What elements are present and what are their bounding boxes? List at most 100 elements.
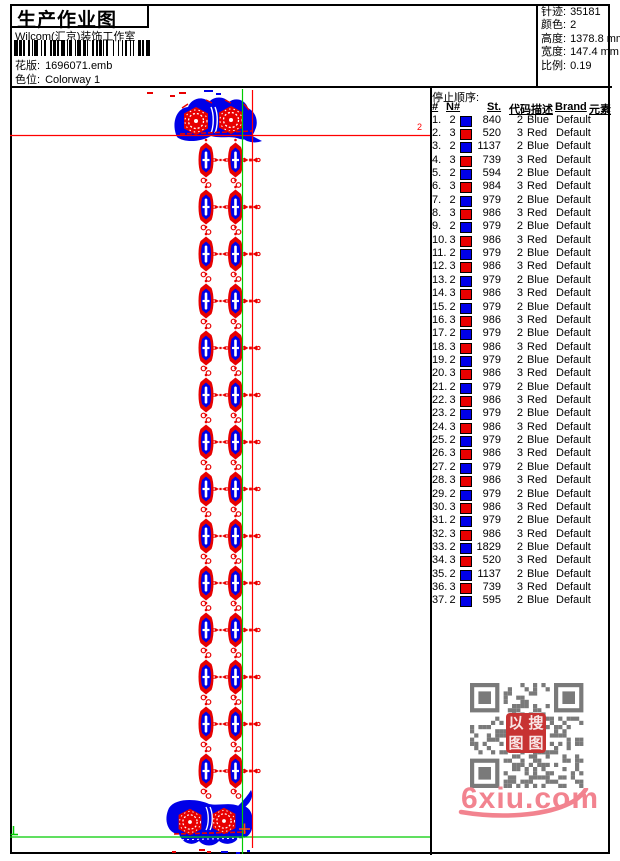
table-cell: 979 <box>482 327 501 340</box>
table-cell: Default <box>556 487 591 500</box>
table-cell: Default <box>556 126 591 139</box>
table-cell: 986 <box>482 447 501 460</box>
table-row: 34. 3 520 3 Red Default <box>432 554 611 568</box>
table-cell: 3 <box>449 420 456 433</box>
qr-center-stamp: 以 搜 图 图 <box>506 713 546 753</box>
table-cell: Red <box>527 554 548 567</box>
table-cell: 3 <box>449 500 456 513</box>
thread-color-swatch <box>460 194 473 211</box>
table-cell: Red <box>527 180 548 193</box>
table-cell: 2 <box>516 567 523 580</box>
table-cell: Blue <box>527 247 550 260</box>
table-cell: 2 <box>449 541 456 553</box>
table-row: 5. 2 594 2 Blue Default <box>432 167 611 180</box>
table-row: 9. 2 979 2 Blue Default <box>432 220 611 234</box>
table-cell: Blue <box>527 514 550 527</box>
table-cell: 1829 <box>476 541 501 553</box>
table-cell: 16. <box>432 313 448 326</box>
stat-width: 宽度: 147.4 mm <box>541 46 619 59</box>
table-cell: 986 <box>482 233 501 246</box>
table-cell: 1137 <box>477 140 501 153</box>
colorway-value: Colorway 1 <box>45 74 101 86</box>
table-row: 21. 2 979 2 Blue Default <box>432 381 611 394</box>
table-cell: 3 <box>449 313 456 326</box>
table-cell: Default <box>556 380 591 393</box>
table-cell: 13. <box>432 273 448 286</box>
table-cell: Default <box>556 581 591 594</box>
table-cell: 12. <box>432 260 448 273</box>
stat-scale: 比例: 0.19 <box>541 59 592 72</box>
thread-color-swatch <box>460 367 473 384</box>
thread-color-swatch <box>460 341 473 358</box>
table-cell: Default <box>556 500 591 513</box>
table-cell: Default <box>556 140 591 153</box>
table-cell: 2 <box>516 140 523 153</box>
table-cell: 3 <box>516 126 523 139</box>
table-cell: 32. <box>432 527 448 540</box>
table-cell: 2 <box>449 594 456 607</box>
table-cell: Red <box>527 153 548 166</box>
table-cell: 979 <box>482 487 501 500</box>
table-cell: 3 <box>516 180 523 193</box>
table-cell: 979 <box>482 407 501 420</box>
table-cell: Default <box>556 287 591 300</box>
table-cell: Default <box>556 594 591 607</box>
table-cell: 2 <box>449 220 456 233</box>
title-box-underline <box>10 26 149 28</box>
table-row: 7. 2 979 2 Blue Default <box>432 194 611 207</box>
table-cell: 2 <box>449 327 456 340</box>
table-cell: 986 <box>482 287 501 300</box>
table-row: 25. 2 979 2 Blue Default <box>432 434 611 448</box>
design-file-value: 1696071.emb <box>45 60 113 72</box>
table-cell: 2 <box>516 407 523 420</box>
thread-color-swatch <box>460 287 473 304</box>
table-cell: Blue <box>527 434 550 447</box>
table-cell: 30. <box>432 500 448 513</box>
table-row: 3. 2 1137 2 Blue Default <box>432 140 611 154</box>
table-cell: Default <box>556 166 591 179</box>
table-cell: Default <box>556 394 591 407</box>
header-separator <box>10 86 612 88</box>
table-row: 16. 3 986 3 Red Default <box>432 314 611 327</box>
table-cell: 3 <box>449 474 456 487</box>
table-cell: Default <box>556 193 591 206</box>
table-cell: 20. <box>432 367 448 380</box>
table-cell: Default <box>556 247 591 260</box>
table-cell: 2 <box>449 487 456 500</box>
table-cell: 2 <box>516 166 523 179</box>
table-cell: 2 <box>449 247 456 260</box>
table-row: 19. 2 979 2 Blue Default <box>432 354 611 367</box>
table-row: 23. 2 979 2 Blue Default <box>432 407 611 421</box>
table-cell: 3 <box>449 287 456 300</box>
table-cell: Red <box>527 340 548 353</box>
thread-color-swatch <box>460 140 473 157</box>
table-cell: Default <box>556 420 591 433</box>
table-cell: 3 <box>449 554 456 567</box>
table-cell: 3 <box>516 313 523 326</box>
table-row: 22. 3 986 3 Red Default <box>432 394 611 408</box>
table-cell: Blue <box>527 166 550 179</box>
table-cell: 3 <box>516 394 523 407</box>
table-cell: 986 <box>482 313 501 326</box>
table-row: 24. 3 986 3 Red Default <box>432 421 611 434</box>
thread-color-swatch <box>460 501 473 518</box>
col-stitches: St. <box>487 100 502 113</box>
thread-color-swatch <box>460 594 473 611</box>
page-title: 生产作业图 <box>17 10 118 31</box>
stats-box-divider <box>536 4 538 87</box>
table-cell: 979 <box>482 300 501 313</box>
table-cell: 3 <box>516 420 523 433</box>
thread-color-swatch <box>460 394 473 411</box>
table-cell: 2 <box>516 487 523 500</box>
table-cell: Default <box>556 233 591 246</box>
table-cell: Default <box>556 367 591 380</box>
stop-sequence-header: # N# St. 代码 描述 Brand 元素 <box>432 100 611 116</box>
table-cell: Blue <box>527 567 550 580</box>
table-cell: Blue <box>527 140 550 153</box>
table-cell: 3 <box>516 260 523 273</box>
table-cell: Red <box>527 313 548 326</box>
thread-color-swatch <box>460 220 473 237</box>
barcode <box>14 40 151 56</box>
col-brand: Brand <box>555 100 587 113</box>
table-row: 10. 3 986 3 Red Default <box>432 234 611 247</box>
